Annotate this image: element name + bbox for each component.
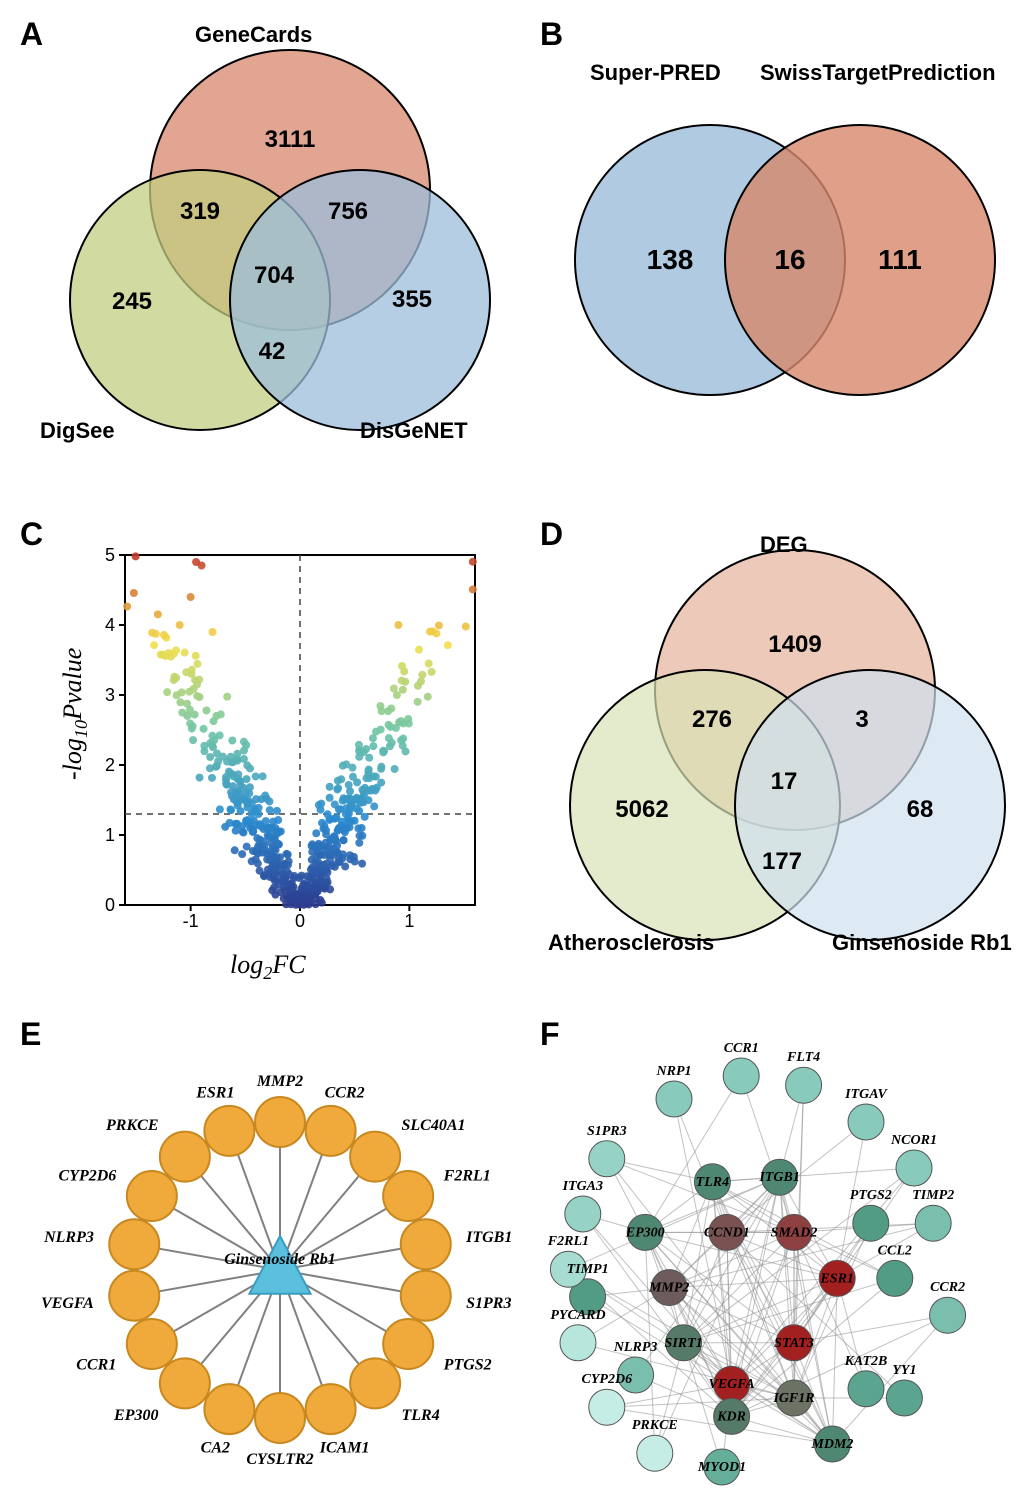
panelA-label-left: DigSee	[40, 418, 115, 444]
svg-text:-1: -1	[183, 911, 199, 931]
svg-text:SMAD2: SMAD2	[771, 1225, 818, 1240]
svg-text:CCR2: CCR2	[325, 1084, 365, 1101]
panelB-label-right: SwissTargetPrediction	[760, 60, 996, 86]
svg-text:FLT4: FLT4	[786, 1050, 820, 1065]
svg-text:CCL2: CCL2	[878, 1243, 912, 1258]
svg-text:2: 2	[105, 755, 115, 775]
svg-text:ITGB1: ITGB1	[758, 1170, 799, 1185]
svg-text:4: 4	[105, 615, 115, 635]
svg-text:MMP2: MMP2	[256, 1073, 303, 1090]
panelB-n-left: 138	[647, 244, 694, 276]
svg-text:EP300: EP300	[113, 1407, 158, 1424]
svg-text:ESR1: ESR1	[195, 1084, 234, 1101]
svg-text:MYOD1: MYOD1	[697, 1460, 746, 1475]
svg-text:CCR2: CCR2	[930, 1280, 965, 1295]
svg-text:KAT2B: KAT2B	[844, 1354, 888, 1369]
svg-text:SIRT1: SIRT1	[665, 1336, 703, 1351]
svg-text:CYSLTR2: CYSLTR2	[246, 1451, 313, 1468]
panel-letter-C: C	[20, 516, 43, 553]
svg-text:ITGB1: ITGB1	[465, 1229, 512, 1246]
svg-text:F2RL1: F2RL1	[443, 1168, 491, 1185]
svg-text:F2RL1: F2RL1	[547, 1234, 589, 1249]
figure-canvas: A B C D E F GeneCards DigSee DisGeNET 31…	[0, 0, 1020, 1496]
panel-A-venn	[40, 30, 510, 470]
panelA-n-top: 3111	[265, 126, 316, 154]
panelC-ylabel: -log10Pvalue	[58, 648, 92, 780]
panelA-label-top: GeneCards	[195, 22, 312, 48]
svg-text:CYP2D6: CYP2D6	[59, 1168, 117, 1185]
panelD-label-right: Ginsenoside Rb1	[832, 930, 1012, 956]
svg-text:0: 0	[295, 911, 305, 931]
panelB-n-center: 16	[774, 244, 805, 276]
panelD-n-right: 68	[907, 796, 934, 824]
svg-text:ITGA3: ITGA3	[562, 1179, 603, 1194]
svg-text:CCR1: CCR1	[724, 1041, 759, 1056]
panelD-n-top: 1409	[768, 631, 821, 659]
svg-text:Ginsenoside Rb1: Ginsenoside Rb1	[224, 1251, 336, 1268]
svg-text:SLC40A1: SLC40A1	[401, 1117, 465, 1134]
svg-text:3: 3	[105, 685, 115, 705]
svg-text:PRKCE: PRKCE	[105, 1117, 158, 1134]
svg-text:TIMP2: TIMP2	[912, 1188, 954, 1203]
panel-D-venn	[540, 530, 1010, 970]
svg-text:TLR4: TLR4	[401, 1407, 439, 1424]
svg-text:KDR: KDR	[716, 1409, 746, 1424]
panelA-n-leftright: 42	[259, 338, 286, 366]
svg-text:MDM2: MDM2	[810, 1437, 853, 1452]
panelB-label-left: Super-PRED	[590, 60, 721, 86]
svg-text:CA2: CA2	[201, 1440, 230, 1457]
panelC-xlabel: log2FC	[230, 950, 306, 984]
panelA-n-topleft: 319	[180, 198, 220, 226]
svg-text:PYCARD: PYCARD	[550, 1308, 605, 1323]
svg-text:1: 1	[404, 911, 414, 931]
svg-text:NLRP3: NLRP3	[613, 1340, 658, 1355]
svg-text:CYP2D6: CYP2D6	[582, 1372, 633, 1387]
svg-text:CCR1: CCR1	[76, 1357, 116, 1374]
panelD-label-top: DEG	[760, 532, 808, 558]
panelA-label-right: DisGeNET	[360, 418, 468, 444]
svg-text:VEGFA: VEGFA	[41, 1295, 94, 1312]
panel-E-hubspoke: MMP2 CCR2 SLC40A1 F2RL1 ITGB1 S1PR3 PTGS2 TLR4 I…	[20, 1030, 520, 1490]
panelD-n-leftright: 177	[762, 848, 802, 876]
panel-F-ppi: VEGFA STAT3 ESR1 SMAD2 CCND1 MMP2 IGF1R KDR SIRT…	[530, 1030, 1010, 1490]
svg-text:MMP2: MMP2	[648, 1281, 689, 1296]
svg-text:CCND1: CCND1	[704, 1225, 750, 1240]
svg-text:1: 1	[105, 825, 115, 845]
svg-text:NRP1: NRP1	[656, 1064, 692, 1079]
panelD-n-topright: 3	[855, 706, 868, 734]
svg-text:PRKCE: PRKCE	[632, 1418, 678, 1433]
svg-text:NLRP3: NLRP3	[43, 1229, 94, 1246]
svg-text:STAT3: STAT3	[774, 1336, 814, 1351]
svg-text:TLR4: TLR4	[696, 1175, 729, 1190]
svg-text:ITGAV: ITGAV	[844, 1087, 888, 1102]
svg-text:YY1: YY1	[892, 1363, 916, 1378]
panelA-n-topright: 756	[328, 198, 368, 226]
svg-text:NCOR1: NCOR1	[890, 1133, 937, 1148]
svg-text:ICAM1: ICAM1	[319, 1440, 370, 1457]
svg-text:VEGFA: VEGFA	[709, 1377, 755, 1392]
svg-text:S1PR3: S1PR3	[587, 1124, 627, 1139]
panelD-n-topleft: 276	[692, 706, 732, 734]
svg-text:EP300: EP300	[625, 1225, 665, 1240]
svg-text:S1PR3: S1PR3	[466, 1295, 511, 1312]
panelA-n-left: 245	[112, 288, 152, 316]
svg-text:PTGS2: PTGS2	[850, 1188, 892, 1203]
svg-text:0: 0	[105, 895, 115, 915]
svg-text:IGF1R: IGF1R	[772, 1391, 814, 1406]
panelD-n-left: 5062	[615, 796, 668, 824]
panelA-n-right: 355	[392, 286, 432, 314]
panelD-n-center: 17	[771, 768, 798, 796]
panelD-label-left: Atherosclerosis	[548, 930, 714, 956]
panelA-n-center: 704	[254, 262, 294, 290]
panelB-n-right: 111	[878, 244, 922, 276]
svg-text:PTGS2: PTGS2	[443, 1357, 492, 1374]
svg-text:ESR1: ESR1	[819, 1271, 853, 1286]
svg-text:5: 5	[105, 545, 115, 565]
panel-C-volcano: -1 0 1 0 1 2 3 4 5	[70, 540, 490, 960]
svg-text:TIMP1: TIMP1	[567, 1262, 609, 1277]
